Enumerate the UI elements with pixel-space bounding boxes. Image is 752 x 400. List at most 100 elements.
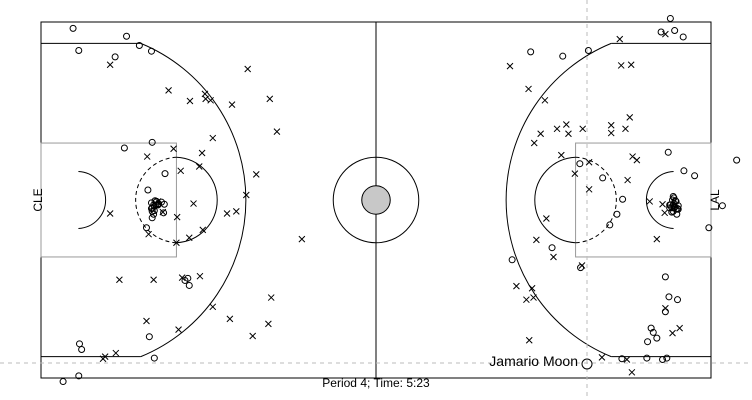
missed-shot-marker bbox=[627, 61, 635, 69]
missed-shot-marker bbox=[228, 101, 236, 108]
made-shot-marker bbox=[144, 186, 152, 194]
made-shot-marker bbox=[659, 355, 667, 363]
made-shot-marker bbox=[671, 27, 679, 35]
missed-shot-marker bbox=[198, 149, 206, 157]
missed-shot-marker bbox=[528, 284, 536, 292]
missed-shot-marker bbox=[629, 153, 636, 160]
made-shot-marker bbox=[142, 224, 150, 232]
made-shot-marker bbox=[75, 372, 83, 380]
missed-shot-marker bbox=[266, 95, 274, 103]
made-shot-marker bbox=[559, 52, 567, 60]
highlight-player-label: Jamario Moon bbox=[489, 353, 578, 369]
made-shot-marker bbox=[576, 160, 584, 168]
missed-shot-marker bbox=[150, 276, 157, 284]
made-shot-marker bbox=[120, 144, 128, 152]
missed-shot-marker bbox=[550, 253, 557, 261]
missed-shot-marker bbox=[267, 294, 275, 301]
missed-shot-marker bbox=[173, 213, 181, 221]
left-free-throw-arc-dashed bbox=[135, 156, 177, 244]
made-shot-marker bbox=[718, 202, 726, 210]
missed-shot-marker bbox=[252, 171, 260, 178]
missed-shot-marker bbox=[653, 235, 661, 243]
made-shot-marker bbox=[619, 195, 627, 203]
missed-shot-marker bbox=[170, 145, 177, 153]
missed-shot-marker bbox=[249, 332, 257, 340]
made-shot-marker bbox=[150, 354, 158, 362]
missed-shot-marker bbox=[207, 96, 214, 104]
missed-shot-marker bbox=[662, 30, 669, 38]
made-shot-marker bbox=[75, 46, 83, 54]
missed-shot-marker bbox=[159, 208, 167, 216]
missed-shot-marker bbox=[530, 139, 538, 147]
made-shot-marker bbox=[181, 276, 189, 284]
made-shot-marker bbox=[705, 224, 713, 232]
made-shot-marker bbox=[647, 324, 655, 332]
made-shot-marker bbox=[657, 28, 665, 36]
court-lines bbox=[40, 21, 712, 379]
missed-shot-marker bbox=[661, 209, 669, 217]
missed-shot-marker bbox=[99, 355, 107, 363]
missed-shot-marker bbox=[242, 191, 250, 199]
right-three-point-arc bbox=[505, 42, 612, 358]
made-shot-marker bbox=[160, 200, 168, 208]
missed-shot-marker bbox=[223, 210, 231, 217]
made-shot-marker bbox=[78, 346, 86, 354]
made-shot-marker bbox=[670, 194, 678, 202]
left-three-point-arc bbox=[140, 42, 247, 358]
missed-shot-marker bbox=[579, 125, 587, 133]
missed-shot-marker bbox=[623, 356, 631, 363]
missed-shot-marker bbox=[226, 315, 234, 323]
missed-shot-marker bbox=[116, 276, 123, 284]
missed-shot-marker bbox=[553, 125, 561, 133]
made-shot-marker bbox=[613, 210, 621, 218]
made-shot-marker bbox=[147, 47, 155, 55]
missed-shot-marker bbox=[143, 153, 151, 160]
left-free-throw-arc bbox=[176, 156, 218, 244]
missed-shot-marker bbox=[542, 215, 550, 222]
made-shot-marker bbox=[508, 256, 516, 264]
missed-shot-marker bbox=[530, 294, 537, 301]
made-shot-marker bbox=[666, 14, 674, 22]
missed-shot-marker bbox=[506, 62, 514, 70]
made-shot-marker bbox=[674, 202, 682, 210]
made-shot-marker bbox=[644, 338, 652, 346]
made-shot-marker bbox=[69, 24, 77, 32]
made-shot-marker bbox=[606, 221, 614, 229]
made-shot-marker bbox=[148, 138, 156, 146]
missed-shot-marker bbox=[145, 230, 152, 238]
missed-shot-marker bbox=[525, 85, 532, 93]
missed-shot-marker bbox=[175, 326, 182, 333]
missed-shot-marker bbox=[165, 86, 172, 94]
missed-shot-marker bbox=[626, 114, 634, 121]
missed-shot-marker bbox=[143, 317, 150, 325]
missed-shot-marker bbox=[646, 198, 654, 205]
left-lane bbox=[40, 142, 177, 258]
missed-shot-marker bbox=[617, 62, 625, 69]
missed-shot-marker bbox=[265, 320, 272, 328]
missed-shot-marker bbox=[232, 208, 240, 215]
made-shot-marker bbox=[674, 205, 682, 213]
missed-shot-marker bbox=[676, 324, 683, 332]
missed-shot-marker bbox=[585, 185, 593, 193]
center-circle-outer bbox=[332, 156, 420, 244]
missed-shot-marker bbox=[106, 61, 114, 69]
made-shot-marker bbox=[674, 296, 681, 304]
missed-shot-marker bbox=[628, 368, 636, 376]
missed-shot-marker bbox=[209, 134, 217, 142]
made-shot-marker bbox=[643, 354, 651, 362]
made-shot-marker bbox=[664, 148, 672, 156]
missed-shot-marker bbox=[523, 296, 530, 304]
missed-shot-marker bbox=[557, 151, 565, 159]
missed-shot-marker bbox=[578, 262, 586, 269]
missed-shot-marker bbox=[633, 156, 641, 164]
made-shot-marker bbox=[618, 355, 626, 363]
missed-shot-marker bbox=[616, 35, 624, 43]
right-team-label: LAL bbox=[708, 189, 722, 211]
made-shot-marker bbox=[691, 172, 699, 180]
missed-shot-marker bbox=[154, 198, 162, 205]
made-shot-marker bbox=[599, 174, 607, 182]
right-free-throw-arc-dashed bbox=[575, 156, 617, 244]
